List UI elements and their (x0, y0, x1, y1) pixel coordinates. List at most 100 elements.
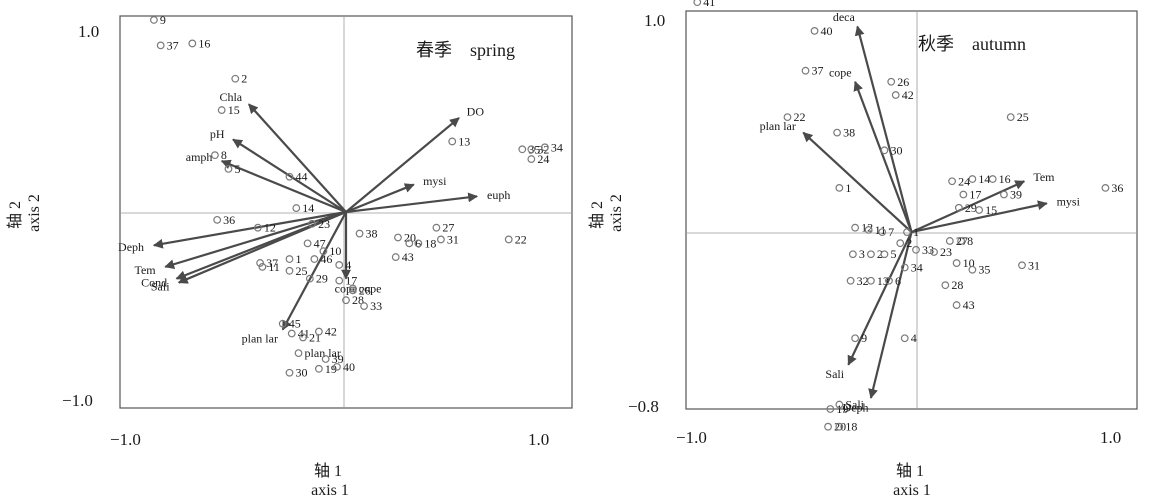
spring-site-label: 33 (370, 299, 382, 313)
autumn-site-label: 1 (913, 225, 919, 239)
spring-vector-label-euph: euph (487, 188, 510, 202)
spring-site-label: 22 (515, 232, 527, 246)
spring-site-label: 37 (266, 256, 278, 270)
spring-site-point (348, 284, 357, 293)
spring-site-point (405, 239, 414, 248)
autumn-site-label: 23 (940, 245, 952, 259)
autumn-site-point (968, 175, 977, 183)
autumn-site-point (975, 206, 984, 214)
autumn-site-point (867, 276, 875, 285)
spring-site-label: cope (359, 281, 382, 295)
spring-site-point (540, 143, 549, 152)
autumn-site-point (783, 113, 792, 122)
spring-site-label: 14 (302, 201, 314, 215)
autumn-site-point (948, 177, 956, 186)
autumn-vector-label-deph: Deph (843, 401, 869, 415)
spring-panel-title: 春季 spring (416, 40, 515, 60)
autumn-site-label: Sali (845, 398, 864, 412)
autumn-site-label: 15 (985, 203, 997, 217)
autumn-site-point (864, 225, 873, 234)
spring-site-point (224, 164, 233, 173)
spring-plot-frame (119, 15, 573, 409)
spring-x-axis-label: 轴 1 axis 1 (311, 462, 349, 499)
autumn-site-label: 26 (897, 75, 909, 89)
spring-site-point (211, 151, 219, 160)
spring-site-point (278, 319, 287, 328)
autumn-x-tick-min: −1.0 (676, 428, 707, 447)
autumn-site-label: 3 (859, 247, 865, 261)
spring-site-point (321, 355, 330, 363)
spring-vector-label-tem: Tem (134, 263, 156, 277)
autumn-vector-mysi (911, 200, 1048, 234)
spring-site-point (527, 145, 536, 154)
autumn-site-point (1101, 183, 1110, 192)
autumn-site-label: 5 (890, 247, 896, 261)
spring-site-label: 6 (415, 236, 421, 250)
spring-site-label: 26 (359, 283, 371, 297)
spring-vector-euph (345, 192, 479, 214)
autumn-site-point (835, 183, 844, 192)
autumn-site-point (848, 250, 857, 259)
spring-site-point (285, 266, 294, 275)
spring-site-label: 46 (320, 252, 332, 266)
autumn-site-point (810, 27, 819, 35)
spring-site-point (333, 362, 341, 371)
spring-site-point (527, 155, 536, 163)
autumn-site-point (867, 250, 875, 259)
spring-site-label: 39 (332, 352, 344, 366)
spring-site-point (299, 333, 307, 342)
spring-site-point (448, 137, 457, 146)
autumn-site-point (912, 245, 920, 254)
spring-y-tick-max: 1.0 (78, 22, 99, 41)
spring-site-point (308, 219, 317, 228)
spring-site-point (391, 253, 400, 261)
spring-site-label: 13 (458, 134, 470, 148)
spring-site-label: 8 (221, 148, 227, 162)
spring-site-point (355, 229, 364, 238)
autumn-site-label: 10 (963, 256, 975, 270)
spring-site-point (432, 223, 441, 232)
autumn-site-label: 25 (1017, 110, 1029, 124)
spring-vector-label-deph: Deph (118, 240, 144, 254)
autumn-site-point (896, 239, 905, 248)
spring-site-point (437, 235, 445, 244)
autumn-site-label: 20 (834, 420, 846, 434)
autumn-y-tick-max: 1.0 (644, 11, 665, 30)
spring-site-point (287, 329, 296, 338)
autumn-vector-cope (853, 80, 913, 233)
autumn-plot-frame (685, 10, 1138, 410)
spring-site-label: 23 (318, 217, 330, 231)
autumn-site-point (1018, 261, 1026, 270)
spring-site-label: 18 (424, 236, 436, 250)
spring-site-label: 2 (241, 72, 247, 86)
autumn-site-label: 7 (888, 225, 894, 239)
autumn-site-label: 34 (911, 260, 923, 274)
autumn-site-point (801, 66, 810, 75)
autumn-vector-tem (911, 180, 1026, 234)
spring-site-label: 21 (309, 330, 321, 344)
spring-site-point (156, 41, 165, 50)
autumn-site-point (941, 281, 950, 290)
autumn-site-point (846, 276, 855, 285)
spring-site-label: 36 (223, 213, 235, 227)
autumn-site-label: 32 (857, 274, 869, 288)
autumn-site-point (900, 334, 909, 343)
autumn-site-label: 31 (1028, 258, 1040, 272)
spring-site-point (394, 233, 402, 242)
spring-vector-plan-lar (281, 211, 347, 331)
spring-site-label: 31 (447, 232, 459, 246)
autumn-site-point (851, 334, 860, 343)
spring-vector-sali (177, 210, 347, 284)
spring-site-label: 17 (345, 274, 357, 288)
autumn-site-point (824, 422, 832, 431)
spring-site-label: 16 (198, 36, 210, 50)
spring-vector-label-sali: Sali (151, 279, 170, 293)
autumn-site-label: 2 (877, 247, 883, 261)
spring-site-point (342, 296, 350, 305)
spring-site-point (149, 16, 158, 24)
autumn-vector-sali (847, 231, 913, 366)
